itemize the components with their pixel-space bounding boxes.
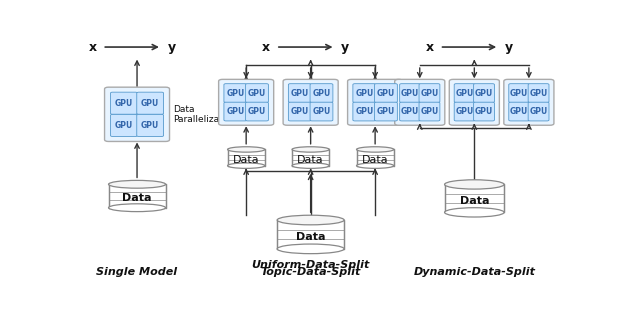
Text: GPU: GPU bbox=[510, 107, 528, 116]
FancyBboxPatch shape bbox=[104, 87, 170, 141]
Text: GPU: GPU bbox=[291, 89, 309, 98]
FancyBboxPatch shape bbox=[111, 92, 138, 114]
FancyBboxPatch shape bbox=[454, 84, 475, 102]
FancyBboxPatch shape bbox=[283, 79, 338, 125]
FancyBboxPatch shape bbox=[419, 102, 440, 121]
FancyBboxPatch shape bbox=[374, 84, 397, 102]
Text: GPU: GPU bbox=[529, 89, 548, 98]
Text: GPU: GPU bbox=[377, 89, 395, 98]
Bar bbox=[292, 149, 329, 166]
Text: Data: Data bbox=[296, 232, 325, 242]
Text: x: x bbox=[88, 41, 97, 54]
Ellipse shape bbox=[277, 244, 344, 254]
Text: Data: Data bbox=[362, 155, 388, 165]
Text: GPU: GPU bbox=[420, 107, 438, 116]
FancyBboxPatch shape bbox=[528, 84, 549, 102]
Text: GPU: GPU bbox=[312, 89, 331, 98]
FancyBboxPatch shape bbox=[289, 84, 311, 102]
Text: GPU: GPU bbox=[115, 99, 133, 108]
FancyBboxPatch shape bbox=[449, 79, 499, 125]
Text: GPU: GPU bbox=[248, 107, 266, 116]
Ellipse shape bbox=[228, 163, 265, 168]
FancyBboxPatch shape bbox=[310, 102, 333, 121]
Text: GPU: GPU bbox=[115, 121, 133, 130]
Bar bbox=[356, 149, 394, 166]
Ellipse shape bbox=[445, 208, 504, 217]
Ellipse shape bbox=[292, 147, 329, 152]
Text: Data: Data bbox=[233, 155, 259, 165]
Text: Data: Data bbox=[298, 155, 324, 165]
Text: GPU: GPU bbox=[475, 89, 493, 98]
Text: Data: Data bbox=[460, 196, 489, 206]
FancyBboxPatch shape bbox=[395, 79, 445, 125]
FancyBboxPatch shape bbox=[111, 115, 138, 136]
Ellipse shape bbox=[109, 180, 166, 188]
Text: Data: Data bbox=[122, 193, 152, 203]
Text: y: y bbox=[341, 41, 349, 54]
FancyBboxPatch shape bbox=[289, 102, 311, 121]
FancyBboxPatch shape bbox=[474, 84, 495, 102]
Text: y: y bbox=[505, 41, 513, 54]
Text: GPU: GPU bbox=[377, 107, 395, 116]
FancyBboxPatch shape bbox=[454, 102, 475, 121]
FancyBboxPatch shape bbox=[504, 79, 554, 125]
FancyBboxPatch shape bbox=[509, 84, 529, 102]
FancyBboxPatch shape bbox=[399, 84, 420, 102]
Text: GPU: GPU bbox=[401, 107, 419, 116]
Ellipse shape bbox=[445, 180, 504, 189]
Text: Dynamic-Data-Split: Dynamic-Data-Split bbox=[413, 267, 535, 277]
Ellipse shape bbox=[292, 163, 329, 168]
FancyBboxPatch shape bbox=[246, 102, 268, 121]
Text: GPU: GPU bbox=[355, 89, 373, 98]
Text: GPU: GPU bbox=[456, 107, 474, 116]
Text: GPU: GPU bbox=[355, 107, 373, 116]
Text: GPU: GPU bbox=[141, 99, 159, 108]
Ellipse shape bbox=[356, 147, 394, 152]
Bar bbox=[277, 220, 344, 249]
FancyBboxPatch shape bbox=[509, 102, 529, 121]
Text: GPU: GPU bbox=[510, 89, 528, 98]
FancyBboxPatch shape bbox=[137, 92, 164, 114]
Bar bbox=[445, 184, 504, 212]
Ellipse shape bbox=[109, 204, 166, 212]
FancyBboxPatch shape bbox=[353, 84, 376, 102]
FancyBboxPatch shape bbox=[137, 115, 164, 136]
Text: y: y bbox=[168, 41, 176, 54]
Bar bbox=[109, 184, 166, 208]
FancyBboxPatch shape bbox=[310, 84, 333, 102]
FancyBboxPatch shape bbox=[353, 102, 376, 121]
Text: GPU: GPU bbox=[401, 89, 419, 98]
Text: GPU: GPU bbox=[420, 89, 438, 98]
FancyBboxPatch shape bbox=[374, 102, 397, 121]
FancyBboxPatch shape bbox=[528, 102, 549, 121]
FancyBboxPatch shape bbox=[399, 102, 420, 121]
Text: GPU: GPU bbox=[248, 89, 266, 98]
Text: Single Model: Single Model bbox=[97, 267, 178, 277]
Text: Data
Parallelization: Data Parallelization bbox=[173, 105, 237, 124]
FancyBboxPatch shape bbox=[246, 84, 268, 102]
Text: x: x bbox=[426, 41, 434, 54]
Text: GPU: GPU bbox=[456, 89, 474, 98]
FancyBboxPatch shape bbox=[474, 102, 495, 121]
Ellipse shape bbox=[356, 163, 394, 168]
Ellipse shape bbox=[228, 147, 265, 152]
Text: GPU: GPU bbox=[226, 89, 244, 98]
Text: GPU: GPU bbox=[226, 107, 244, 116]
Text: GPU: GPU bbox=[291, 107, 309, 116]
FancyBboxPatch shape bbox=[224, 102, 247, 121]
Text: GPU: GPU bbox=[141, 121, 159, 130]
Text: GPU: GPU bbox=[475, 107, 493, 116]
Text: GPU: GPU bbox=[529, 107, 548, 116]
FancyBboxPatch shape bbox=[224, 84, 247, 102]
FancyBboxPatch shape bbox=[348, 79, 403, 125]
Ellipse shape bbox=[277, 215, 344, 225]
Text: GPU: GPU bbox=[312, 107, 331, 116]
FancyBboxPatch shape bbox=[219, 79, 274, 125]
Text: Topic-Data-Split: Topic-Data-Split bbox=[260, 267, 361, 277]
Text: x: x bbox=[262, 41, 270, 54]
Bar bbox=[228, 149, 265, 166]
Text: Uniform-Data-Split: Uniform-Data-Split bbox=[252, 260, 370, 270]
FancyBboxPatch shape bbox=[419, 84, 440, 102]
